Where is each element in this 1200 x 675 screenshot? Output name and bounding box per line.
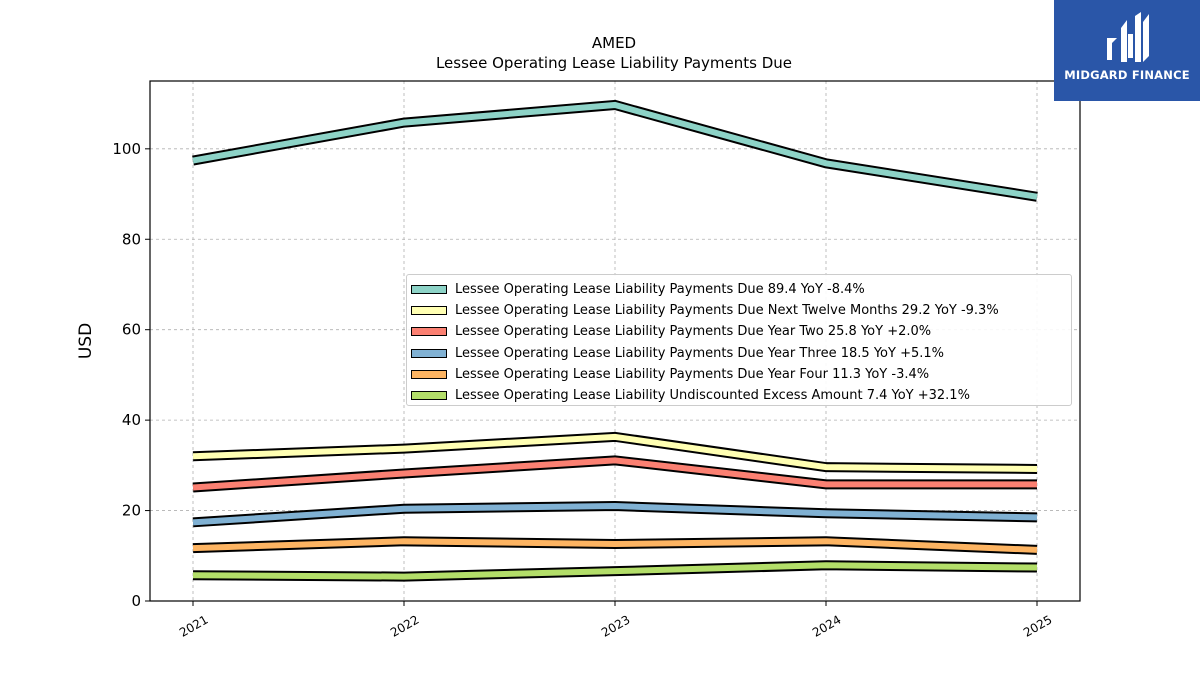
chart-title: AMED	[592, 34, 636, 52]
legend-swatch	[411, 306, 447, 316]
legend-label: Lessee Operating Lease Liability Payment…	[455, 345, 944, 361]
legend-label: Lessee Operating Lease Liability Payment…	[455, 366, 930, 382]
series-line-3	[192, 503, 1038, 526]
y-tick-label: 20	[122, 502, 141, 520]
x-tick-label: 2025	[1021, 612, 1054, 639]
legend-entry: Lessee Operating Lease Liability Payment…	[411, 343, 1071, 364]
legend-swatch	[411, 369, 447, 379]
legend-entry: Lessee Operating Lease Liability Payment…	[411, 364, 1071, 385]
y-tick-label: 100	[112, 140, 141, 158]
series-line-1	[192, 433, 1038, 472]
legend-label: Lessee Operating Lease Liability Undisco…	[455, 388, 970, 404]
x-tick-label: 2021	[177, 612, 210, 639]
logo-text: MIDGARD FINANCE	[1064, 68, 1190, 82]
series-lines	[192, 99, 1038, 582]
x-tick-label: 2023	[599, 612, 632, 639]
legend-swatch	[411, 348, 447, 358]
series-line-5	[192, 562, 1038, 580]
legend-entry: Lessee Operating Lease Liability Payment…	[411, 279, 1071, 300]
legend-swatch	[411, 285, 447, 295]
x-tick-label: 2022	[388, 612, 421, 639]
legend-label: Lessee Operating Lease Liability Payment…	[455, 303, 999, 319]
y-tick-label: 40	[122, 411, 141, 429]
chart-legend: Lessee Operating Lease Liability Payment…	[406, 274, 1072, 406]
chart-subtitle: Lessee Operating Lease Liability Payment…	[436, 54, 792, 72]
legend-entry: Lessee Operating Lease Liability Payment…	[411, 300, 1071, 321]
y-tick-label: 0	[131, 592, 141, 610]
midgard-finance-logo: MIDGARD FINANCE	[1054, 0, 1200, 101]
y-tick-label: 80	[122, 230, 141, 248]
y-tick-label: 60	[122, 321, 141, 339]
legend-entry: Lessee Operating Lease Liability Undisco…	[411, 385, 1071, 406]
logo-mark-icon	[1107, 12, 1149, 62]
legend-label: Lessee Operating Lease Liability Payment…	[455, 324, 932, 340]
series-line-0	[192, 101, 1038, 200]
legend-label: Lessee Operating Lease Liability Payment…	[455, 282, 865, 298]
legend-swatch	[411, 327, 447, 337]
y-axis-label: USD	[76, 323, 96, 359]
x-tick-label: 2024	[810, 612, 843, 639]
legend-swatch	[411, 391, 447, 401]
series-line-2	[192, 457, 1037, 491]
series-line-4	[192, 538, 1038, 553]
legend-entry: Lessee Operating Lease Liability Payment…	[411, 321, 1071, 342]
